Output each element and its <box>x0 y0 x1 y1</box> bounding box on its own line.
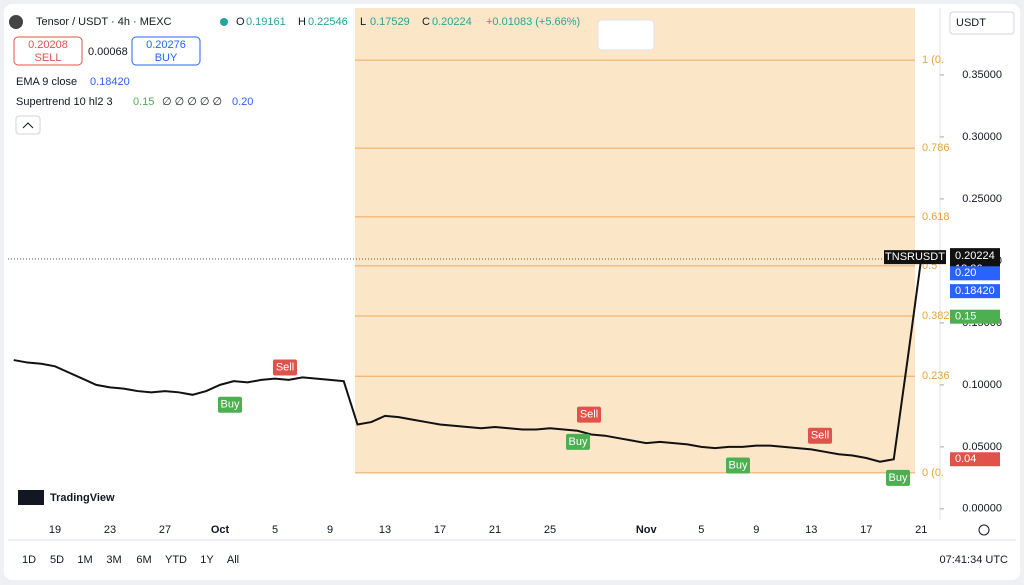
fib-label: 0 (0. <box>922 467 944 479</box>
ohlc-key: C <box>422 16 430 28</box>
signal-box <box>886 469 910 486</box>
ema-name: EMA 9 close <box>16 76 77 88</box>
signal-box <box>808 427 832 444</box>
ohlc-value: 0.20224 <box>432 16 472 28</box>
price-line <box>13 258 923 463</box>
settings[interactable] <box>978 524 990 536</box>
signal-label: Sell <box>580 409 598 421</box>
logo-mark <box>18 490 44 505</box>
st-value: ∅ ∅ ∅ ∅ ∅ <box>162 96 222 108</box>
signal-box <box>726 457 750 474</box>
st-value: 0.15 <box>133 96 154 108</box>
x-tick-label: Oct <box>211 524 230 536</box>
x-tick-label: 21 <box>489 524 501 536</box>
y-tick-label: 0.00000 <box>962 503 1002 515</box>
tag-name: TNSRUSDT <box>885 251 945 263</box>
y-tick-label: 0.10000 <box>962 379 1002 391</box>
tag-box <box>950 309 1000 324</box>
signal-label: Sell <box>811 430 829 442</box>
currency: USDT <box>956 17 986 29</box>
buy-price: 0.20276 <box>146 39 186 51</box>
logo: TradingView <box>50 492 115 504</box>
status <box>220 18 228 26</box>
y-tick-label: 0.05000 <box>962 441 1002 453</box>
x-tick-label: 21 <box>915 524 927 536</box>
range-btn[interactable]: 1Y <box>200 554 214 566</box>
fib-label: 0.786 <box>922 142 950 154</box>
signal-label: Buy <box>569 436 588 448</box>
range-btn[interactable]: YTD <box>165 554 187 566</box>
buy-label: BUY <box>155 52 178 64</box>
collapse-btn[interactable] <box>15 115 41 135</box>
sell-price: 0.20208 <box>28 39 68 51</box>
signal-box <box>577 406 601 423</box>
logo-dot <box>9 15 23 29</box>
clock: 07:41:34 UTC <box>940 554 1009 566</box>
x-tick-label: 13 <box>805 524 817 536</box>
change: +0.01083 (+5.66%) <box>486 16 580 28</box>
x-tick-label: 13 <box>379 524 391 536</box>
x-tick-label: 9 <box>327 524 333 536</box>
y-tick-label: 0.30000 <box>962 131 1002 143</box>
spread: 0.00068 <box>88 46 128 58</box>
symbol: Tensor / USDT · 4h · MEXC <box>36 16 172 28</box>
range-btn[interactable]: 6M <box>136 554 151 566</box>
signal-box <box>218 396 242 413</box>
x-tick-label: 17 <box>860 524 872 536</box>
ohlc-value: 0.19161 <box>246 16 286 28</box>
signal-label: Buy <box>729 459 748 471</box>
x-tick-label: 5 <box>272 524 278 536</box>
x-tick-label: 27 <box>159 524 171 536</box>
fib-box <box>355 8 915 473</box>
range-btn[interactable]: All <box>227 554 239 566</box>
tag-label: 0.04 <box>955 453 976 465</box>
signal-label: Buy <box>889 472 908 484</box>
x-tick-label: Nov <box>636 524 658 536</box>
currency-box[interactable] <box>949 11 1015 35</box>
tag-label: 0.15 <box>955 311 976 323</box>
ema-value: 0.18420 <box>90 76 130 88</box>
sell-label: SELL <box>35 52 62 64</box>
chevron <box>22 122 34 129</box>
buy-btn[interactable] <box>131 36 201 66</box>
ohlc-value: 0.17529 <box>370 16 410 28</box>
tag-box <box>950 452 1000 467</box>
range-btn[interactable]: 1D <box>22 554 36 566</box>
range-btn[interactable]: 3M <box>106 554 121 566</box>
ohlc-value: 0.22546 <box>308 16 348 28</box>
tag-name-box <box>884 250 946 265</box>
tag-label: 0.20224 <box>955 250 995 262</box>
x-tick-label: 9 <box>753 524 759 536</box>
signal-label: Sell <box>276 361 294 373</box>
sell-btn[interactable] <box>13 36 83 66</box>
ohlc-key: L <box>360 16 366 28</box>
x-tick-label: 5 <box>698 524 704 536</box>
fib-label: 1 (0. <box>922 54 944 66</box>
range-btn[interactable]: 5D <box>50 554 64 566</box>
ohlc-key: H <box>298 16 306 28</box>
signal-box <box>566 433 590 450</box>
y-tick-label: 0.25000 <box>962 193 1002 205</box>
x-tick-label: 25 <box>544 524 556 536</box>
fib-label: 0.382 <box>922 310 950 322</box>
signal-label: Buy <box>221 399 240 411</box>
x-tick-label: 19 <box>49 524 61 536</box>
tag-box <box>950 266 1000 281</box>
x-tick-label: 17 <box>434 524 446 536</box>
tag-box <box>950 284 1000 299</box>
range-btn[interactable]: 1M <box>77 554 92 566</box>
tag-label: 0.20 <box>955 267 976 279</box>
toolbar[interactable] <box>597 19 655 51</box>
x-tick-label: 23 <box>104 524 116 536</box>
st-value: 0.20 <box>232 96 253 108</box>
ohlc-key: O <box>236 16 245 28</box>
tag-label: 0.18420 <box>955 285 995 297</box>
st-name: Supertrend 10 hl2 3 <box>16 96 113 108</box>
y-tick-label: 0.35000 <box>962 69 1002 81</box>
fib-label: 0.618 <box>922 211 950 223</box>
signal-box <box>273 359 297 376</box>
fib-label: 0.236 <box>922 370 950 382</box>
